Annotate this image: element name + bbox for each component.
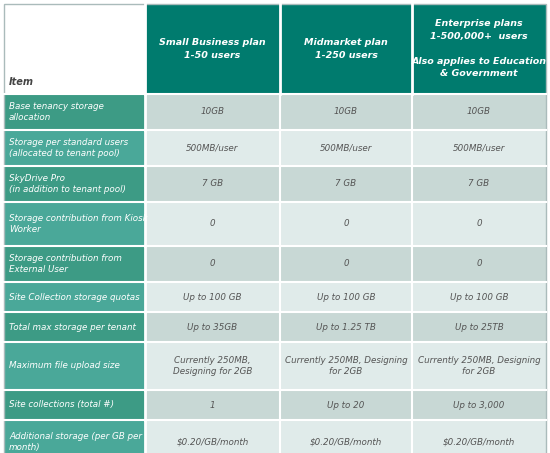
- Bar: [145, 390, 280, 420]
- Text: $0.20/GB/month: $0.20/GB/month: [310, 438, 382, 447]
- Text: SkyDrive Pro
(in addition to tenant pool): SkyDrive Pro (in addition to tenant pool…: [9, 174, 126, 194]
- Text: 7 GB: 7 GB: [336, 179, 356, 188]
- Bar: [4, 202, 145, 246]
- Bar: [4, 166, 145, 202]
- Bar: [145, 420, 280, 453]
- Text: 0: 0: [476, 220, 482, 228]
- Bar: [412, 4, 546, 94]
- Bar: [280, 342, 412, 390]
- Text: Additional storage (per GB per
month): Additional storage (per GB per month): [9, 432, 142, 452]
- Bar: [4, 420, 145, 453]
- Text: Maximum file upload size: Maximum file upload size: [9, 361, 120, 371]
- Text: Storage contribution from Kiosk
Worker: Storage contribution from Kiosk Worker: [9, 214, 148, 234]
- Text: Currently 250MB, Designing
for 2GB: Currently 250MB, Designing for 2GB: [417, 356, 540, 376]
- Bar: [4, 4, 145, 94]
- Text: $0.20/GB/month: $0.20/GB/month: [443, 438, 515, 447]
- Bar: [280, 166, 412, 202]
- Text: 10GB: 10GB: [334, 107, 358, 116]
- Bar: [4, 312, 145, 342]
- Bar: [145, 130, 280, 166]
- Text: Up to 100 GB: Up to 100 GB: [317, 293, 375, 302]
- Bar: [280, 130, 412, 166]
- Bar: [280, 282, 412, 312]
- Text: Storage contribution from
External User: Storage contribution from External User: [9, 254, 122, 274]
- Text: Up to 3,000: Up to 3,000: [453, 400, 505, 410]
- Text: 1: 1: [210, 400, 215, 410]
- Bar: [4, 246, 145, 282]
- Text: 500MB/user: 500MB/user: [453, 144, 505, 153]
- Text: 0: 0: [210, 260, 215, 269]
- Bar: [412, 130, 546, 166]
- Text: Up to 35GB: Up to 35GB: [188, 323, 238, 332]
- Bar: [280, 246, 412, 282]
- Text: 7 GB: 7 GB: [469, 179, 490, 188]
- Bar: [412, 312, 546, 342]
- Bar: [412, 94, 546, 130]
- Text: 0: 0: [343, 260, 349, 269]
- Text: Currently 250MB,
Designing for 2GB: Currently 250MB, Designing for 2GB: [173, 356, 252, 376]
- Text: Storage per standard users
(allocated to tenant pool): Storage per standard users (allocated to…: [9, 138, 128, 158]
- Text: Currently 250MB, Designing
for 2GB: Currently 250MB, Designing for 2GB: [285, 356, 408, 376]
- Text: Up to 100 GB: Up to 100 GB: [183, 293, 242, 302]
- Bar: [4, 94, 145, 130]
- Bar: [145, 166, 280, 202]
- Text: 500MB/user: 500MB/user: [186, 144, 239, 153]
- Bar: [412, 390, 546, 420]
- Bar: [4, 342, 145, 390]
- Bar: [145, 4, 280, 94]
- Bar: [280, 420, 412, 453]
- Text: Up to 25TB: Up to 25TB: [455, 323, 503, 332]
- Text: 0: 0: [343, 220, 349, 228]
- Text: 500MB/user: 500MB/user: [320, 144, 372, 153]
- Text: Item: Item: [9, 77, 34, 87]
- Bar: [145, 202, 280, 246]
- Text: Site collections (total #): Site collections (total #): [9, 400, 114, 410]
- Text: 10GB: 10GB: [201, 107, 224, 116]
- Text: Enterprise plans
1-500,000+  users

Also applies to Education
& Government: Enterprise plans 1-500,000+ users Also a…: [411, 19, 547, 78]
- Bar: [4, 130, 145, 166]
- Bar: [145, 94, 280, 130]
- Text: Base tenancy storage
allocation: Base tenancy storage allocation: [9, 102, 104, 122]
- Bar: [412, 282, 546, 312]
- Bar: [280, 94, 412, 130]
- Bar: [280, 312, 412, 342]
- Text: Small Business plan
1-50 users: Small Business plan 1-50 users: [159, 38, 266, 60]
- Text: Total max storage per tenant: Total max storage per tenant: [9, 323, 136, 332]
- Text: 7 GB: 7 GB: [202, 179, 223, 188]
- Bar: [4, 282, 145, 312]
- Bar: [412, 420, 546, 453]
- Bar: [280, 390, 412, 420]
- Bar: [412, 246, 546, 282]
- Bar: [412, 342, 546, 390]
- Bar: [145, 312, 280, 342]
- Text: Up to 1.25 TB: Up to 1.25 TB: [316, 323, 376, 332]
- Bar: [412, 166, 546, 202]
- Bar: [4, 390, 145, 420]
- Text: 10GB: 10GB: [467, 107, 491, 116]
- Bar: [145, 282, 280, 312]
- Text: Up to 100 GB: Up to 100 GB: [450, 293, 508, 302]
- Bar: [280, 202, 412, 246]
- Text: $0.20/GB/month: $0.20/GB/month: [177, 438, 249, 447]
- Text: Site Collection storage quotas: Site Collection storage quotas: [9, 293, 140, 302]
- Bar: [280, 4, 412, 94]
- Bar: [412, 202, 546, 246]
- Bar: [145, 342, 280, 390]
- Text: 0: 0: [210, 220, 215, 228]
- Text: Up to 20: Up to 20: [327, 400, 365, 410]
- Bar: [145, 246, 280, 282]
- Text: Midmarket plan
1-250 users: Midmarket plan 1-250 users: [304, 38, 388, 60]
- Text: 0: 0: [476, 260, 482, 269]
